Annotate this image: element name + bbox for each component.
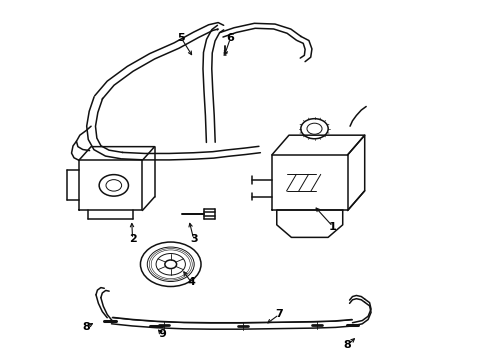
Text: 8: 8: [343, 340, 351, 350]
Text: 8: 8: [82, 322, 90, 332]
Text: 1: 1: [329, 222, 337, 231]
Text: 9: 9: [158, 329, 166, 339]
Text: 3: 3: [190, 234, 197, 244]
Text: 5: 5: [178, 33, 185, 43]
Text: 2: 2: [129, 234, 137, 244]
Text: 7: 7: [275, 310, 283, 319]
Text: 4: 4: [187, 277, 195, 287]
Text: 6: 6: [226, 33, 234, 43]
